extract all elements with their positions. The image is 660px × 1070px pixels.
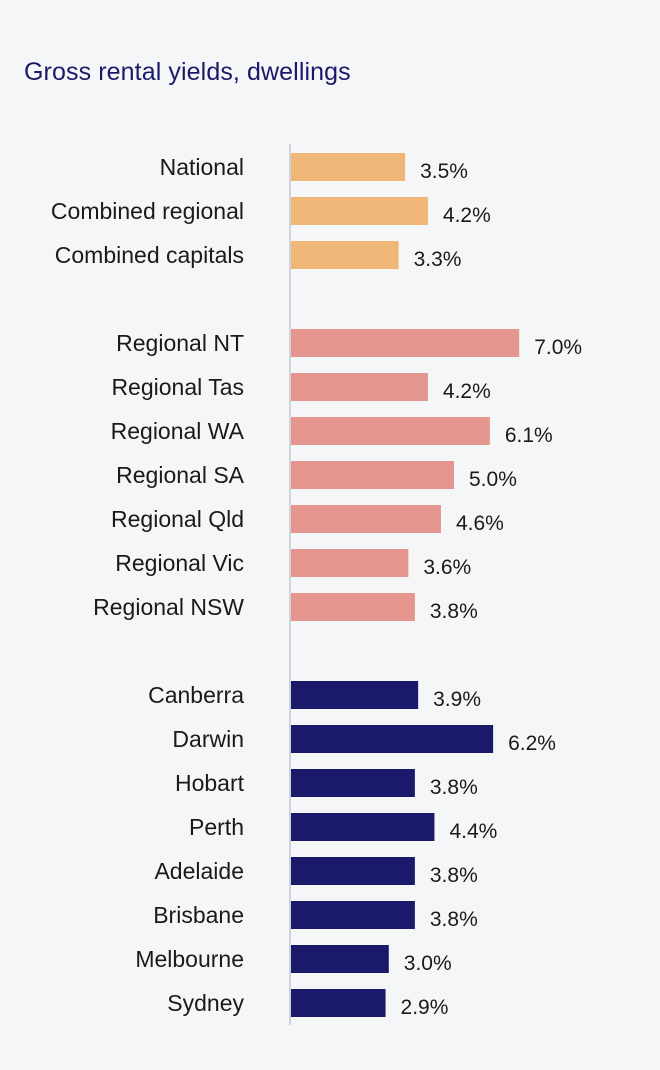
bar: [291, 505, 441, 533]
value-label: 3.8%: [430, 600, 478, 623]
category-label: Sydney: [167, 990, 244, 1016]
value-label: 6.2%: [508, 732, 556, 755]
category-label: Hobart: [175, 770, 245, 796]
value-label: 3.8%: [430, 864, 478, 887]
category-label: Regional SA: [116, 462, 245, 488]
value-label: 5.0%: [469, 468, 517, 491]
bar: [291, 945, 389, 973]
category-label: Regional Qld: [111, 506, 244, 532]
bar: [291, 373, 428, 401]
category-label: Brisbane: [153, 902, 244, 928]
category-label: Combined regional: [51, 198, 244, 224]
value-label: 3.6%: [423, 556, 471, 579]
bar: [291, 681, 419, 709]
bar: [291, 725, 494, 753]
value-label: 4.2%: [443, 380, 491, 403]
category-label: Regional Vic: [115, 550, 244, 576]
bar: [291, 901, 415, 929]
bar: [291, 241, 399, 269]
value-label: 7.0%: [534, 336, 582, 359]
category-label: Combined capitals: [55, 242, 244, 268]
value-label: 4.6%: [456, 512, 504, 535]
category-label: Perth: [189, 814, 244, 840]
bar: [291, 549, 409, 577]
value-label: 3.9%: [433, 688, 481, 711]
value-label: 4.2%: [443, 204, 491, 227]
category-label: Regional WA: [111, 418, 245, 444]
category-label: Regional Tas: [111, 374, 244, 400]
bar: [291, 461, 454, 489]
category-label: Adelaide: [154, 858, 244, 884]
category-label: Darwin: [172, 726, 244, 752]
value-label: 4.4%: [449, 820, 497, 843]
bar: [291, 329, 520, 357]
value-label: 6.1%: [505, 424, 553, 447]
category-label: Melbourne: [135, 946, 244, 972]
bar: [291, 857, 415, 885]
category-label: National: [160, 154, 244, 180]
value-label: 3.3%: [414, 248, 462, 271]
bar: [291, 197, 428, 225]
chart-title: Gross rental yields, dwellings: [24, 58, 351, 86]
bar: [291, 769, 415, 797]
value-label: 3.0%: [404, 952, 452, 975]
category-label: Canberra: [148, 682, 244, 708]
bar: [291, 813, 435, 841]
value-label: 2.9%: [401, 996, 449, 1019]
bar: [291, 417, 490, 445]
value-label: 3.8%: [430, 908, 478, 931]
value-label: 3.8%: [430, 776, 478, 799]
category-label: Regional NT: [116, 330, 244, 356]
value-label: 3.5%: [420, 160, 468, 183]
bar: [291, 989, 386, 1017]
category-label: Regional NSW: [93, 594, 244, 620]
bar: [291, 153, 406, 181]
bar: [291, 593, 415, 621]
